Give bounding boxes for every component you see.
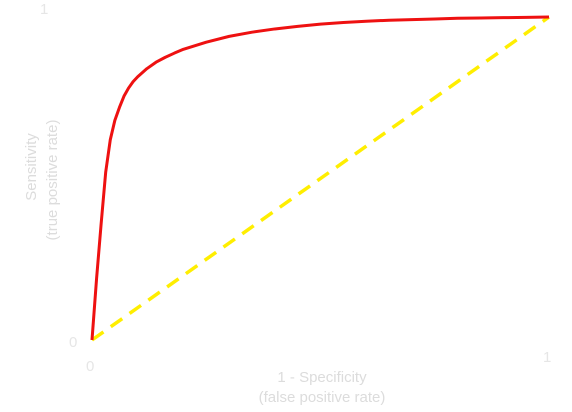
x-tick-min: 0 — [86, 358, 94, 375]
x-axis-label-line2: (false positive rate) — [259, 389, 386, 406]
y-tick-min: 0 — [69, 334, 77, 351]
roc-curve-line — [90, 15, 550, 341]
x-tick-max: 1 — [543, 349, 551, 366]
y-tick-max: 1 — [40, 1, 48, 18]
chance-diagonal-line — [90, 15, 551, 342]
plot-area — [90, 15, 551, 342]
y-axis-label-line2: (true positive rate) — [44, 120, 61, 241]
x-axis-label-line1: 1 - Specificity — [277, 369, 367, 386]
y-axis-label-line1: Sensitivity — [23, 133, 40, 201]
